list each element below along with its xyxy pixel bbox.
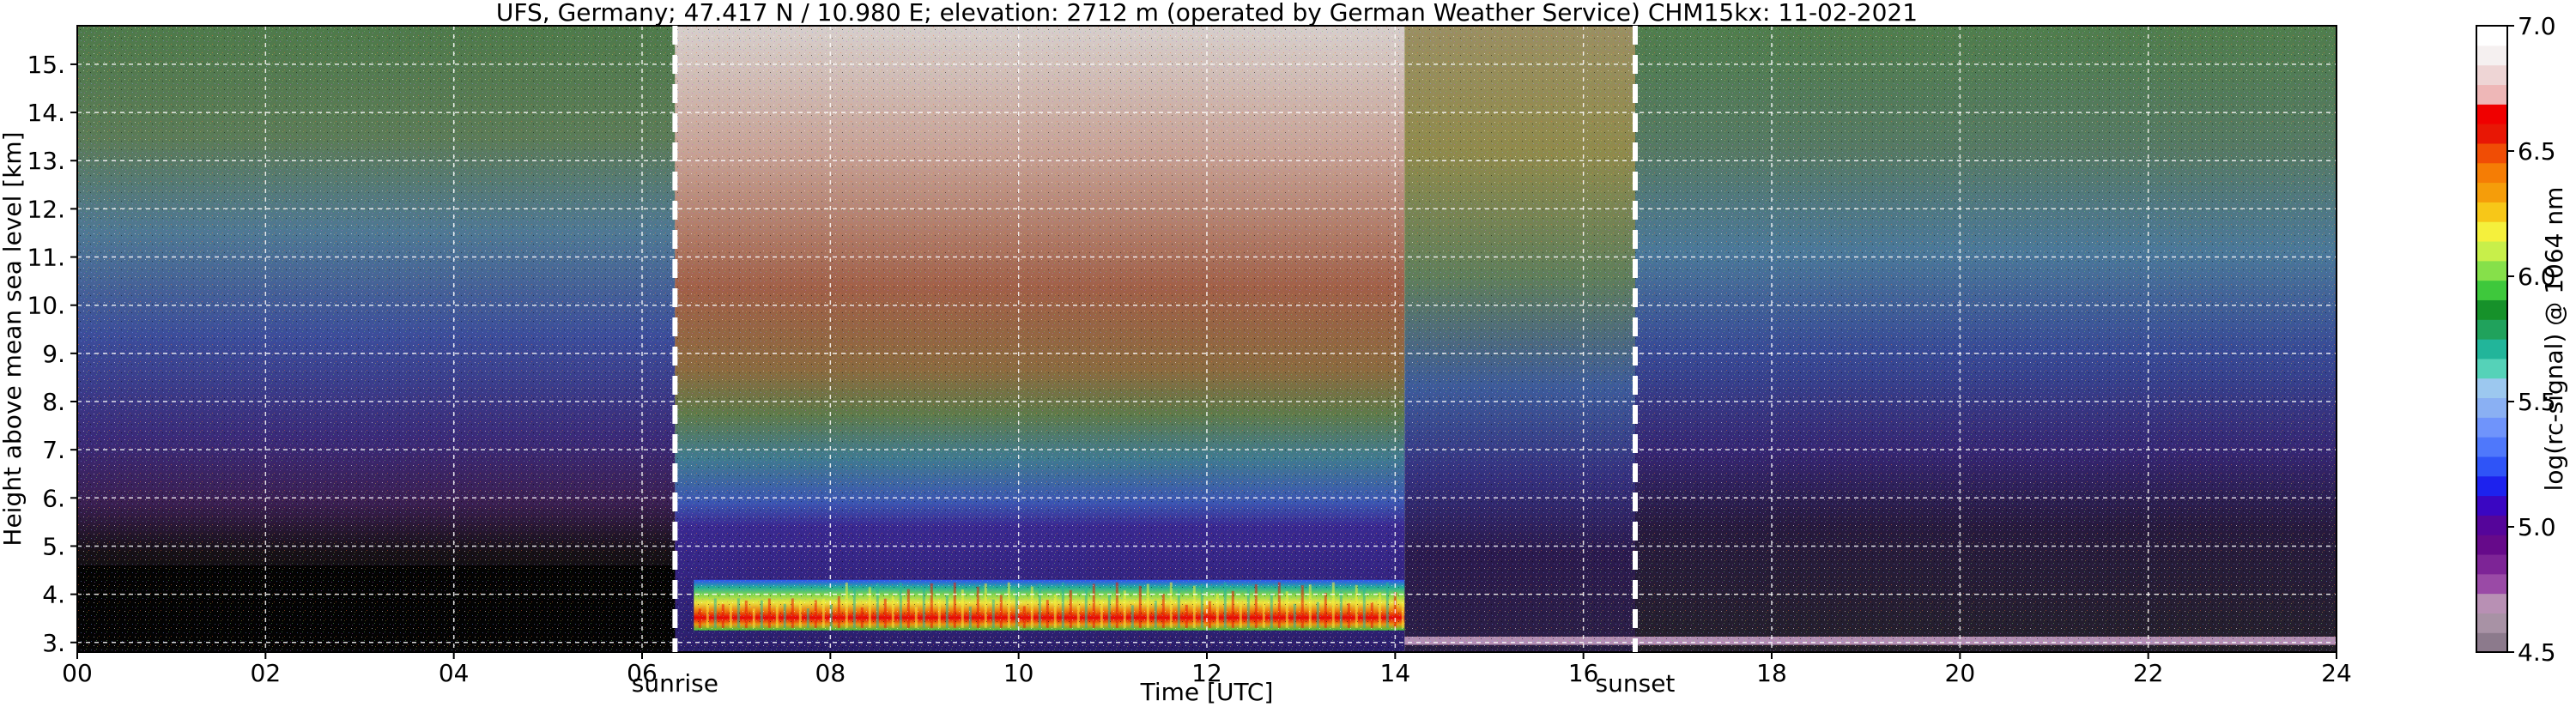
colorbar-segment: [2476, 240, 2507, 262]
colorbar-segment: [2476, 26, 2507, 46]
y-tick-label: 12.: [27, 195, 65, 223]
colorbar-segment: [2476, 84, 2507, 105]
sunrise-label: sunrise: [632, 669, 718, 698]
y-axis-ticks: 3. 4. 5. 6. 7. 8. 9. 10. 11. 12. 13. 14. 15.: [27, 51, 77, 657]
colorbar-segment: [2476, 104, 2507, 124]
y-tick-label: 9.: [42, 340, 65, 368]
colorbar-segment: [2476, 358, 2507, 379]
x-tick-label: 02: [251, 659, 282, 687]
colorbar: [2476, 25, 2508, 653]
x-tick-label: 20: [1945, 659, 1976, 687]
y-tick-label: 3.: [42, 629, 65, 657]
x-tick-label: 14: [1380, 659, 1411, 687]
colorbar-segment: [2476, 45, 2507, 66]
y-tick-label: 13.: [27, 147, 65, 175]
colorbar-segment: [2476, 124, 2507, 144]
colorbar-segment: [2476, 221, 2507, 242]
y-tick-label: 6.: [42, 484, 65, 512]
grid: [77, 26, 2337, 652]
y-tick-label: 11.: [27, 244, 65, 272]
colorbar-segment: [2476, 417, 2507, 438]
colorbar-segment: [2476, 437, 2507, 457]
chart-title: UFS, Germany; 47.417 N / 10.980 E; eleva…: [496, 0, 1918, 27]
colorbar-segment: [2476, 202, 2507, 222]
colorbar-segment: [2476, 495, 2507, 516]
colorbar-segment: [2476, 553, 2507, 575]
colorbar-segment: [2476, 515, 2507, 535]
x-tick-label: 18: [1756, 659, 1787, 687]
colorbar-segment: [2476, 142, 2507, 164]
colorbar-label: log(rc-signal) @ 1064 nm: [2540, 187, 2568, 492]
colorbar-segment: [2476, 573, 2507, 595]
x-tick-label: 06: [627, 659, 658, 687]
colorbar-segment: [2476, 632, 2507, 653]
x-tick-label: 10: [1003, 659, 1034, 687]
colorbar-segment: [2476, 397, 2507, 418]
colorbar-tick-label: 4.5: [2518, 638, 2556, 667]
y-tick-label: 4.: [42, 581, 65, 609]
x-tick-label: 04: [439, 659, 470, 687]
colorbar-segment: [2476, 319, 2507, 340]
colorbar-tick-label: 6.0: [2518, 263, 2556, 291]
colorbar-ticks: 4.5 5.0 5.5 6.0 6.5 7.0: [2507, 12, 2556, 667]
colorbar-frame: [2476, 25, 2508, 653]
y-tick-label: 10.: [27, 292, 65, 320]
y-tick-label: 8.: [42, 388, 65, 416]
colorbar-segment: [2476, 535, 2507, 555]
colorbar-segment: [2476, 339, 2507, 360]
x-tick-label: 22: [2133, 659, 2164, 687]
colorbar-segment: [2476, 613, 2507, 633]
colorbar-tick-label: 5.0: [2518, 513, 2556, 541]
y-axis-label: Height above mean sea level [km]: [0, 131, 27, 546]
x-tick-label: 16: [1568, 659, 1599, 687]
colorbar-segment: [2476, 280, 2507, 300]
colorbar-segment: [2476, 299, 2507, 320]
sun-markers: sunrise sunset: [632, 26, 1676, 698]
colorbar-segment: [2476, 260, 2507, 281]
y-tick-label: 5.: [42, 532, 65, 560]
x-axis-label: Time [UTC]: [1140, 678, 1274, 706]
x-tick-label: 00: [62, 659, 93, 687]
x-tick-label: 24: [2321, 659, 2352, 687]
colorbar-segment: [2476, 456, 2507, 477]
colorbar-segment: [2476, 64, 2507, 86]
colorbar-tick-label: 6.5: [2518, 137, 2556, 166]
colorbar-segment: [2476, 593, 2507, 613]
x-axis-ticks: 00 02 04 06 08 10 12 14 16 18 20 22 24: [62, 652, 2352, 687]
sunset-label: sunset: [1596, 669, 1676, 698]
colorbar-segment: [2476, 162, 2507, 184]
colorbar-segment: [2476, 475, 2507, 497]
colorbar-tick-label: 7.0: [2518, 12, 2556, 40]
plot-area: [77, 26, 2337, 652]
y-tick-label: 15.: [27, 51, 65, 79]
colorbar-segment: [2476, 378, 2507, 399]
colorbar-tick-label: 5.5: [2518, 388, 2556, 416]
x-tick-label: 12: [1191, 659, 1222, 687]
y-tick-label: 7.: [42, 436, 65, 464]
x-tick-label: 08: [815, 659, 846, 687]
y-tick-label: 14.: [27, 99, 65, 127]
colorbar-segment: [2476, 182, 2507, 202]
